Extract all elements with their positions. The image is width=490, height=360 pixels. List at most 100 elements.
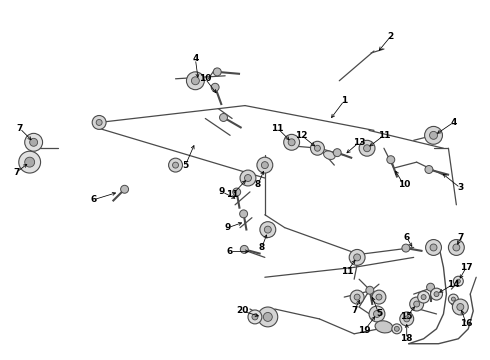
Circle shape xyxy=(414,301,419,307)
Circle shape xyxy=(453,244,460,251)
Circle shape xyxy=(426,239,441,255)
Text: 17: 17 xyxy=(460,263,472,272)
Text: 20: 20 xyxy=(236,306,248,315)
Circle shape xyxy=(373,310,380,318)
Circle shape xyxy=(457,303,464,310)
Circle shape xyxy=(333,149,341,157)
Text: 8: 8 xyxy=(255,180,261,189)
Circle shape xyxy=(213,68,221,76)
Circle shape xyxy=(430,244,437,251)
Circle shape xyxy=(220,113,227,121)
Circle shape xyxy=(387,156,395,164)
Text: 6: 6 xyxy=(227,247,233,256)
Circle shape xyxy=(315,145,320,151)
Circle shape xyxy=(425,126,442,144)
Text: 10: 10 xyxy=(397,180,410,189)
Circle shape xyxy=(96,120,102,125)
Circle shape xyxy=(233,188,241,196)
Circle shape xyxy=(453,276,464,286)
Circle shape xyxy=(376,294,382,300)
Text: 11: 11 xyxy=(341,267,353,276)
Circle shape xyxy=(394,327,399,331)
Circle shape xyxy=(369,306,385,322)
Circle shape xyxy=(263,312,272,321)
Circle shape xyxy=(92,116,106,129)
Circle shape xyxy=(425,166,433,174)
Text: 7: 7 xyxy=(351,306,357,315)
Text: 4: 4 xyxy=(192,54,198,63)
Circle shape xyxy=(261,162,269,168)
Circle shape xyxy=(448,294,458,304)
Circle shape xyxy=(311,141,324,155)
Circle shape xyxy=(392,324,402,334)
Circle shape xyxy=(240,246,248,253)
Circle shape xyxy=(349,249,365,265)
Circle shape xyxy=(430,131,438,139)
Circle shape xyxy=(421,294,426,300)
Circle shape xyxy=(288,139,295,146)
Circle shape xyxy=(410,297,424,311)
Circle shape xyxy=(372,290,386,304)
Text: 16: 16 xyxy=(460,319,472,328)
Text: 6: 6 xyxy=(90,195,97,204)
Circle shape xyxy=(19,151,41,173)
Circle shape xyxy=(448,239,465,255)
Circle shape xyxy=(252,314,258,320)
Text: 9: 9 xyxy=(225,223,231,232)
Circle shape xyxy=(284,134,299,150)
Circle shape xyxy=(211,83,219,91)
Text: 10: 10 xyxy=(199,74,212,83)
Circle shape xyxy=(264,226,271,233)
Circle shape xyxy=(434,292,439,297)
Circle shape xyxy=(240,170,256,186)
Circle shape xyxy=(354,254,361,261)
Circle shape xyxy=(257,157,273,173)
Text: 1: 1 xyxy=(341,96,347,105)
Circle shape xyxy=(404,316,410,322)
Text: 14: 14 xyxy=(447,280,460,289)
Circle shape xyxy=(187,72,204,90)
Circle shape xyxy=(169,158,182,172)
Circle shape xyxy=(456,279,460,283)
Text: 15: 15 xyxy=(400,312,413,321)
Circle shape xyxy=(24,133,43,151)
Circle shape xyxy=(30,138,38,146)
Text: 18: 18 xyxy=(400,334,413,343)
Ellipse shape xyxy=(375,321,393,333)
Circle shape xyxy=(431,288,442,300)
Text: 11: 11 xyxy=(378,131,390,140)
Circle shape xyxy=(400,312,414,326)
Text: 13: 13 xyxy=(353,138,366,147)
Text: 9: 9 xyxy=(219,188,225,197)
Text: 5: 5 xyxy=(182,161,189,170)
Circle shape xyxy=(402,244,410,252)
Circle shape xyxy=(354,294,360,300)
Text: 3: 3 xyxy=(457,184,464,193)
Circle shape xyxy=(258,307,278,327)
Circle shape xyxy=(452,299,468,315)
Text: 6: 6 xyxy=(404,233,410,242)
Circle shape xyxy=(359,140,375,156)
Circle shape xyxy=(417,291,430,303)
Text: 2: 2 xyxy=(388,32,394,41)
Text: 8: 8 xyxy=(259,243,265,252)
Circle shape xyxy=(364,145,370,152)
Circle shape xyxy=(451,297,455,301)
Circle shape xyxy=(240,210,247,218)
Text: 11: 11 xyxy=(271,124,284,133)
Text: 7: 7 xyxy=(457,233,464,242)
Circle shape xyxy=(245,175,251,181)
Circle shape xyxy=(427,283,435,291)
Circle shape xyxy=(121,185,128,193)
Circle shape xyxy=(350,290,364,304)
Text: 4: 4 xyxy=(450,118,457,127)
Ellipse shape xyxy=(323,151,335,159)
Text: 19: 19 xyxy=(358,326,370,335)
Circle shape xyxy=(24,157,35,167)
Circle shape xyxy=(366,286,374,294)
Circle shape xyxy=(248,310,262,324)
Text: 11: 11 xyxy=(226,190,238,199)
Text: 12: 12 xyxy=(295,131,308,140)
Circle shape xyxy=(172,162,178,168)
Text: 7: 7 xyxy=(17,124,23,133)
